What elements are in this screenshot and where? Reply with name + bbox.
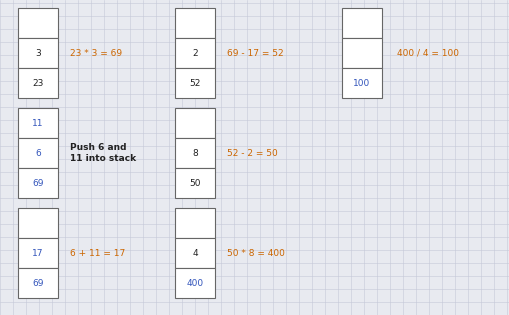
Text: 50: 50 — [189, 179, 201, 187]
Bar — [18, 68, 58, 98]
Bar — [175, 68, 215, 98]
Text: 23 * 3 = 69: 23 * 3 = 69 — [70, 49, 122, 58]
Bar — [18, 108, 58, 138]
Text: 3: 3 — [35, 49, 41, 58]
Text: 8: 8 — [192, 148, 198, 158]
Text: 23: 23 — [32, 78, 44, 88]
Text: 69 - 17 = 52: 69 - 17 = 52 — [227, 49, 284, 58]
Bar — [175, 168, 215, 198]
Bar — [175, 38, 215, 68]
Text: 400 / 4 = 100: 400 / 4 = 100 — [397, 49, 459, 58]
Bar — [18, 208, 58, 238]
Bar — [175, 268, 215, 298]
Text: Push 6 and
11 into stack: Push 6 and 11 into stack — [70, 143, 136, 163]
Bar — [18, 8, 58, 38]
Text: 69: 69 — [32, 278, 44, 288]
Bar — [175, 238, 215, 268]
Bar — [18, 38, 58, 68]
Text: 6: 6 — [35, 148, 41, 158]
Text: 6 + 11 = 17: 6 + 11 = 17 — [70, 249, 125, 257]
Bar — [18, 168, 58, 198]
Text: 400: 400 — [186, 278, 204, 288]
Bar — [175, 8, 215, 38]
Text: 11: 11 — [32, 118, 44, 128]
Bar — [175, 138, 215, 168]
Bar — [175, 208, 215, 238]
Bar — [342, 8, 382, 38]
Text: 52 - 2 = 50: 52 - 2 = 50 — [227, 148, 278, 158]
Bar — [175, 108, 215, 138]
Bar — [18, 138, 58, 168]
Bar — [18, 268, 58, 298]
Text: 2: 2 — [192, 49, 198, 58]
Text: 100: 100 — [353, 78, 371, 88]
Text: 69: 69 — [32, 179, 44, 187]
Text: 4: 4 — [192, 249, 198, 257]
Text: 50 * 8 = 400: 50 * 8 = 400 — [227, 249, 285, 257]
Text: 52: 52 — [189, 78, 201, 88]
Text: 17: 17 — [32, 249, 44, 257]
Bar — [342, 68, 382, 98]
Bar — [342, 38, 382, 68]
Bar — [18, 238, 58, 268]
